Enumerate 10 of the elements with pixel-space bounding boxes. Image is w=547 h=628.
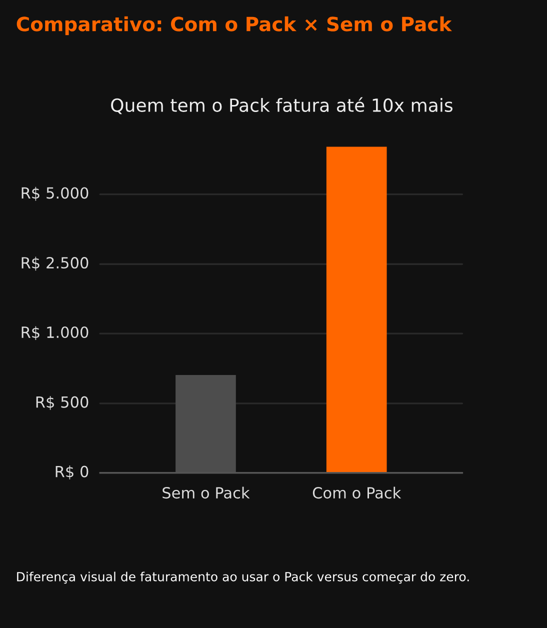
x-tick-label: Com o Pack <box>312 486 402 499</box>
text: R$ 0 <box>56 465 88 480</box>
ref-line-label: R$ 5.000 <box>22 186 88 201</box>
chart-subtitle: Quem tem o Pack fatura até 10x mais <box>111 97 452 114</box>
ref-line-label: R$ 1.000 <box>22 326 88 340</box>
text: Diferença visual de faturamento ao usar o Pack versus começar do zero. <box>17 572 469 584</box>
chart-title: Comparativo: Com o Pack × Sem o Pack <box>16 16 452 36</box>
ref-line-label: R$ 2.500 <box>22 256 88 271</box>
x-tick-label: Sem o Pack <box>162 486 250 499</box>
ref-line-label: R$ 500 <box>36 396 88 410</box>
